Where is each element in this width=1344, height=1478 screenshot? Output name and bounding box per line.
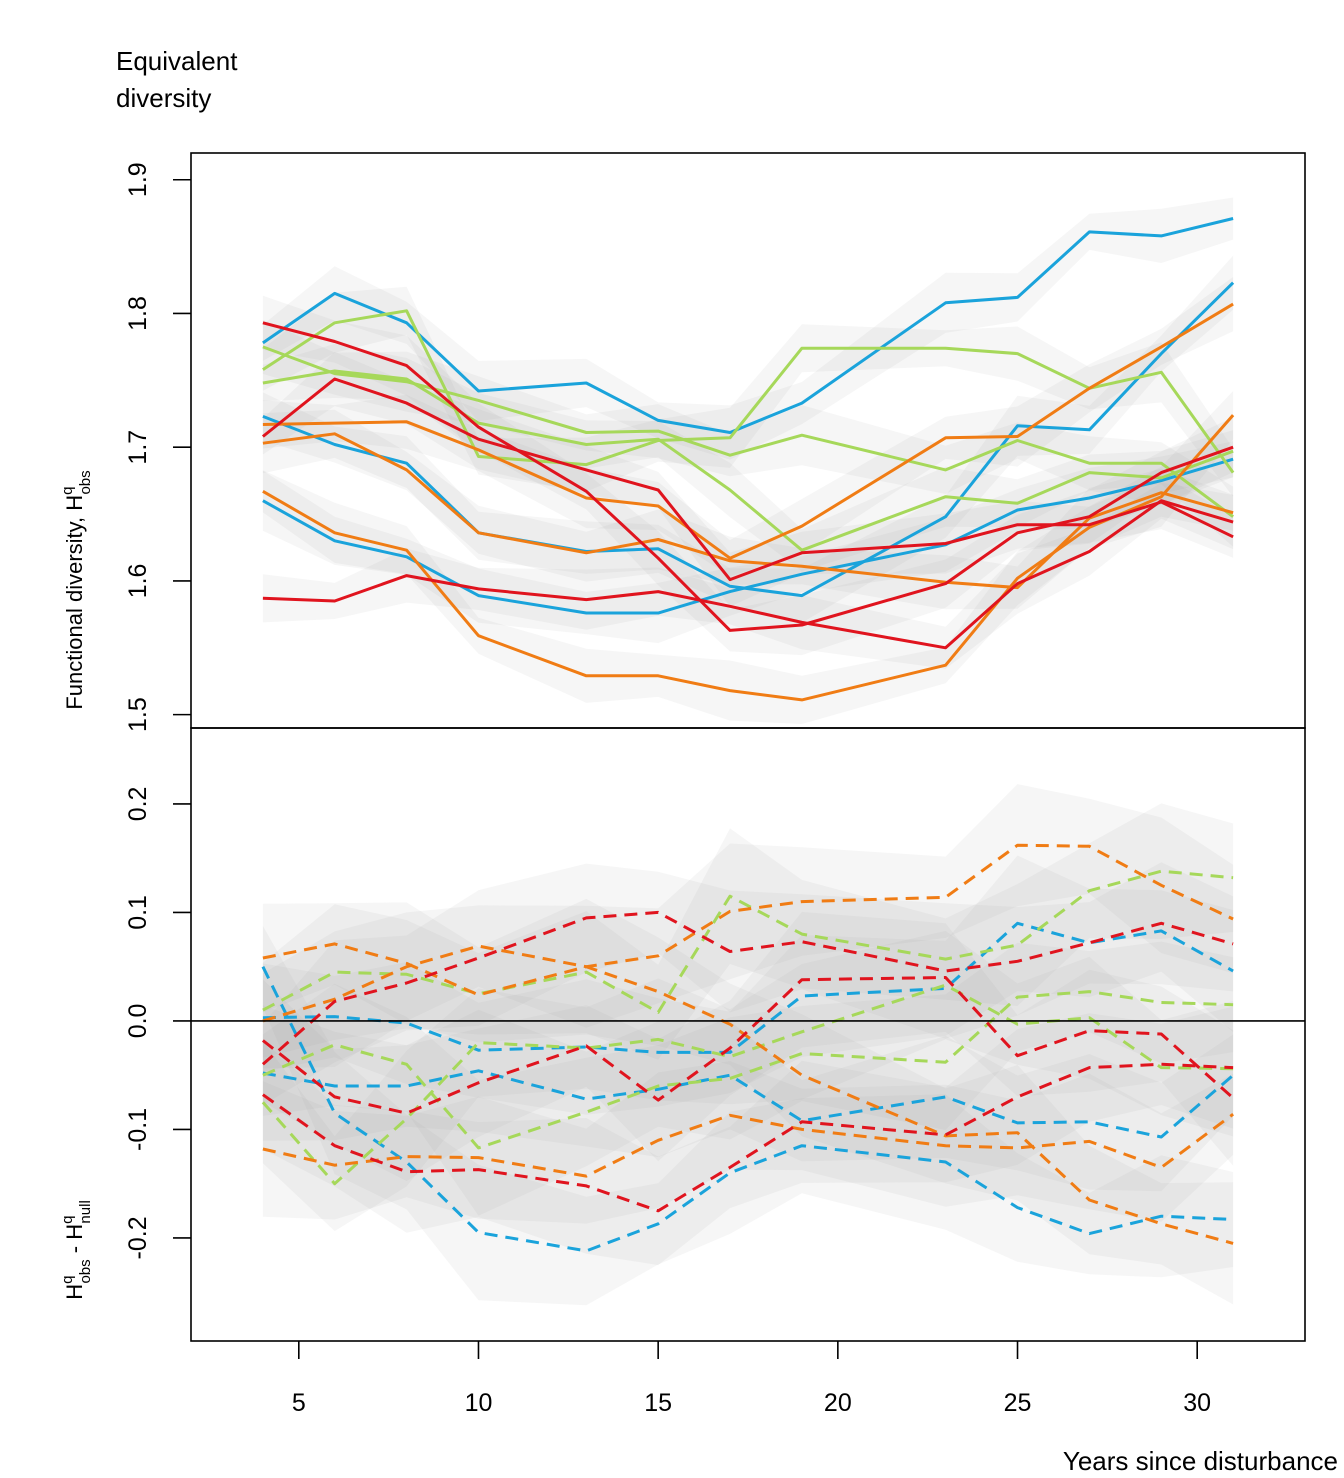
chart-title-line2: diversity [116,83,211,113]
x-axis-label: Years since disturbance [1063,1446,1338,1476]
axis-ticks: 1.5 1.6 1.7 1.8 1.9 -0.2 -0.1 0.0 0.1 0.2 5 10 15 20 2… [124,162,1211,1417]
xtick-label-4: 25 [1004,1389,1032,1417]
xtick-label-1: 10 [465,1389,493,1417]
svg-text:Functional diversity, Hqobs: Functional diversity, Hqobs [59,470,94,709]
ytick-label-top-1: 1.6 [124,564,152,599]
plot-frames [190,152,1306,1342]
panel-frame-bottom [190,727,1306,1342]
xtick-label-0: 5 [292,1389,306,1417]
series-line-bottom-orange-7 [262,1112,1234,1178]
band-bottom-4 [262,930,1234,1232]
series-line-top-orange-6 [262,302,1234,560]
band-top-8 [262,391,1234,724]
band-bottom-6 [262,898,1234,1305]
series-line-bottom-red-10 [261,910,1234,1066]
series-line-top-red-9 [262,321,1234,632]
series-line-bottom-green-5 [262,990,1234,1150]
series-line-top-green-5 [262,369,1234,552]
band-bottom-2 [262,1005,1234,1192]
series-lines [261,217,1235,1253]
series-line-bottom-orange-6 [262,942,1234,1245]
band-bottom-3 [262,803,1234,1060]
band-top-10 [262,351,1234,607]
bottom-y-axis-label: Hqobs - Hqnull [59,1200,94,1300]
chart-title-line1: Equivalent [116,46,238,76]
band-bottom-1 [262,855,1234,1115]
ytick-label-top-3: 1.8 [124,296,152,331]
band-top-1 [262,255,1234,623]
series-line-top-blue-2 [262,457,1234,615]
series-line-bottom-red-9 [261,976,1235,1115]
band-top-5 [262,343,1234,572]
band-top-4 [262,319,1234,547]
band-top-9 [262,295,1234,656]
xtick-label-2: 15 [644,1389,672,1417]
ytick-label-bottom-1: -0.1 [124,1108,152,1151]
series-line-top-red-11 [262,499,1234,650]
band-bottom-0 [262,926,1234,1306]
series-line-bottom-green-4 [261,983,1234,1186]
ytick-label-top-4: 1.9 [124,162,152,197]
band-top-0 [262,197,1234,460]
ytick-label-bottom-4: 0.2 [124,787,152,822]
series-line-bottom-blue-1 [262,921,1234,1054]
series-line-bottom-blue-0 [261,966,1234,1253]
series-line-top-green-4 [262,345,1234,518]
ytick-label-top-2: 1.7 [124,430,152,465]
ytick-label-top-0: 1.5 [124,697,152,732]
xtick-label-5: 30 [1183,1389,1211,1417]
series-line-top-blue-1 [262,281,1235,598]
ytick-label-bottom-0: -0.2 [124,1216,152,1259]
series-line-top-blue-0 [262,217,1234,434]
band-top-11 [262,482,1234,669]
top-y-axis-label: Functional diversity, Hqobs [59,470,94,709]
series-line-bottom-orange-8 [262,843,1234,1023]
band-bottom-11 [262,1006,1234,1266]
band-bottom-7 [262,1061,1234,1224]
ytick-label-bottom-3: 0.1 [124,895,152,930]
svg-text:Hqobs - Hqnull: Hqobs - Hqnull [59,1200,94,1300]
series-line-top-orange-8 [262,414,1235,702]
xtick-label-3: 20 [824,1389,852,1417]
band-top-7 [262,409,1234,610]
confidence-bands [262,197,1234,1306]
series-line-bottom-red-11 [262,1062,1234,1213]
top-y-axis-label-main: Functional diversity, H [62,495,87,710]
band-bottom-8 [262,784,1234,1069]
band-bottom-9 [262,911,1234,1181]
series-line-bottom-green-3 [262,869,1234,1014]
ytick-label-bottom-2: 0.0 [124,1004,152,1039]
series-line-top-red-10 [261,377,1234,582]
band-bottom-10 [262,862,1234,1105]
